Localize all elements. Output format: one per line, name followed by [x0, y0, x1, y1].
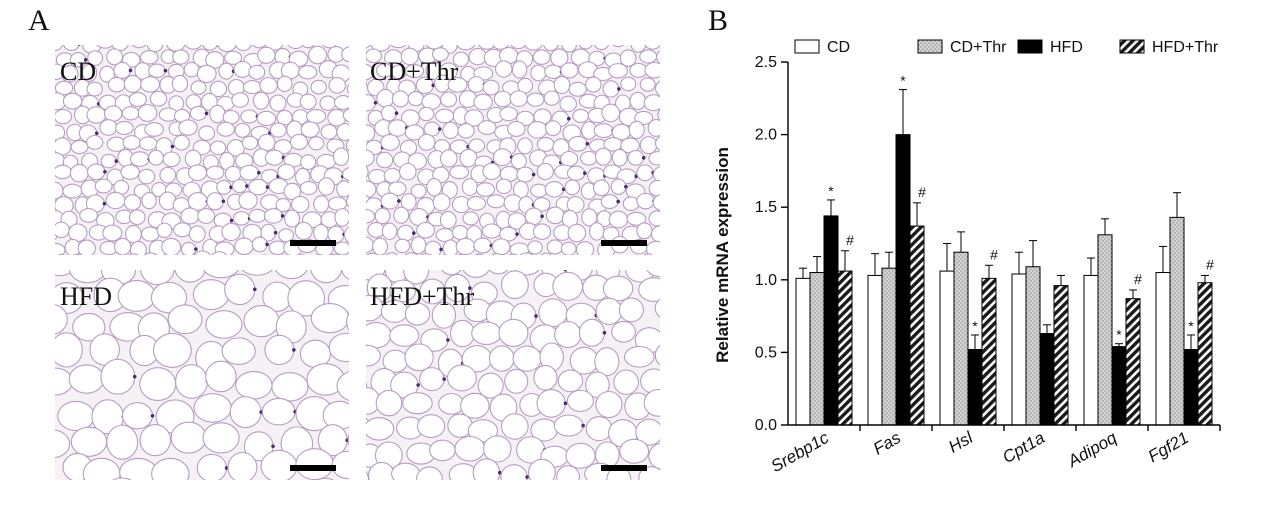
micrograph-label-cd-thr: CD+Thr [370, 57, 459, 86]
y-tick-label: 2.5 [755, 54, 777, 71]
legend-label: HFD+Thr [1152, 39, 1219, 56]
legend-label: HFD [1050, 39, 1083, 56]
legend-label: CD [827, 39, 850, 56]
micrograph-cd-thr [366, 45, 660, 255]
micrograph-label-cd: CD [60, 57, 96, 86]
y-axis: 0.0 0.5 1.0 1.5 2.0 2.5 [755, 54, 789, 434]
scale-bar [601, 240, 647, 246]
bar [1155, 272, 1171, 426]
micrograph-label-hfd-thr: HFD+Thr [370, 282, 475, 311]
legend-label: CD+Thr [950, 39, 1007, 56]
bar [1053, 285, 1069, 426]
histology-panel: CD CD+Thr HFD HFD+Thr [55, 45, 660, 480]
bar [837, 270, 853, 426]
bar [967, 348, 983, 426]
bar [1039, 333, 1055, 426]
bar [1125, 298, 1141, 426]
legend: CD CD+Thr HFD HFD+Thr [794, 39, 1219, 56]
category-label: Hsl [945, 427, 977, 456]
bar [823, 215, 839, 426]
micrograph-label-hfd: HFD [60, 282, 112, 311]
y-tick-label: 0.5 [755, 344, 777, 361]
legend-swatch [917, 39, 943, 54]
significance-star: * [828, 183, 834, 199]
micrograph-cd [55, 45, 349, 255]
significance-hash: # [1206, 256, 1214, 272]
bar [981, 277, 997, 426]
significance-star: * [1188, 318, 1194, 334]
bar [939, 270, 955, 426]
significance-hash: # [918, 184, 926, 200]
significance-star: * [900, 73, 906, 89]
bar [953, 251, 969, 426]
bar [1111, 346, 1127, 426]
bar [809, 272, 825, 426]
bar [1169, 216, 1185, 426]
significance-hash: # [846, 232, 854, 248]
bar [1011, 273, 1027, 426]
bar-chart: CD CD+Thr HFD HFD+Thr Relative mRNA express… [713, 39, 1221, 476]
bars: * # * # * # * # * # [795, 73, 1214, 426]
y-tick-label: 1.0 [755, 272, 777, 289]
category-label: Cpt1a [999, 428, 1048, 467]
legend-swatch [794, 39, 820, 54]
y-tick-label: 2.0 [755, 127, 777, 144]
legend-swatch [1119, 39, 1145, 54]
y-tick-label: 0.0 [755, 417, 777, 434]
category-label: Srebp1c [768, 428, 833, 476]
bar [1097, 234, 1113, 426]
bar [867, 274, 883, 426]
category-label: Fas [870, 428, 904, 459]
significance-star: * [972, 318, 978, 334]
category-label: Fgf21 [1145, 428, 1192, 466]
significance-star: * [1116, 327, 1122, 343]
category-label: Adipoq [1064, 428, 1121, 472]
bar [1183, 348, 1199, 426]
panel-label-b: B [708, 4, 729, 37]
micrograph-hfd-thr [366, 270, 660, 480]
y-axis-label: Relative mRNA expression [713, 147, 732, 363]
bar [1025, 266, 1041, 426]
bar [895, 134, 911, 426]
scale-bar [290, 465, 336, 471]
significance-hash: # [1134, 271, 1142, 287]
significance-hash: # [990, 246, 998, 262]
scale-bar [290, 240, 336, 246]
micrograph-hfd [55, 270, 349, 480]
bar [909, 225, 925, 426]
x-axis: Srebp1c Fas Hsl Cpt1a Adipoq Fgf21 [768, 424, 1221, 476]
bar [1197, 282, 1213, 426]
bar [795, 277, 811, 426]
bar [881, 267, 897, 426]
y-tick-label: 1.5 [755, 199, 777, 216]
bar [1083, 274, 1099, 426]
scale-bar [601, 465, 647, 471]
legend-swatch [1017, 39, 1043, 54]
panel-label-a: A [28, 4, 50, 37]
